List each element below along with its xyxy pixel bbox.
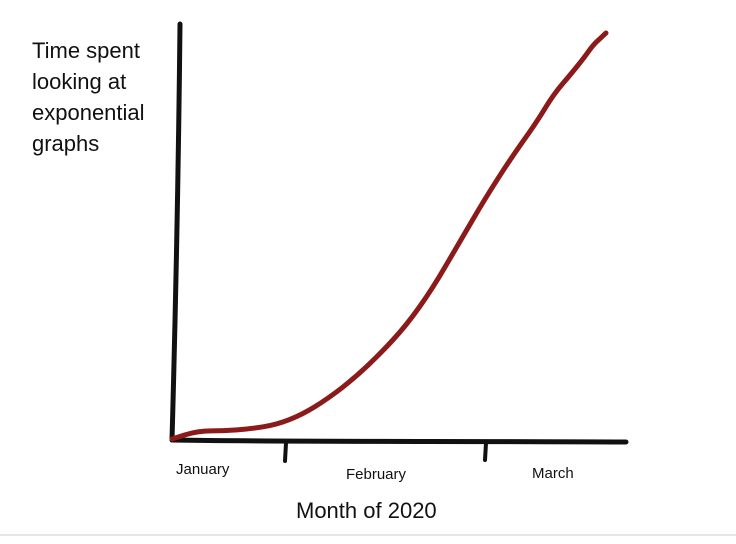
x-axis	[169, 437, 629, 445]
x-tick-label-january: January	[176, 461, 230, 478]
x-tick	[283, 441, 288, 463]
y-axis	[169, 21, 183, 443]
y-axis-label-line: graphs	[32, 131, 99, 156]
bottom-divider	[0, 534, 736, 536]
x-tick-label-february: February	[346, 466, 407, 483]
y-axis-label-line: looking at	[32, 69, 126, 94]
y-axis-label-line: Time spent	[32, 38, 140, 63]
x-tick	[483, 441, 488, 462]
x-tick-label-march: March	[532, 465, 574, 482]
x-axis-label: Month of 2020	[296, 498, 437, 523]
series-line	[169, 30, 609, 442]
y-axis-label: Time spent looking at exponential graphs	[32, 38, 145, 156]
y-axis-label-line: exponential	[32, 100, 145, 125]
